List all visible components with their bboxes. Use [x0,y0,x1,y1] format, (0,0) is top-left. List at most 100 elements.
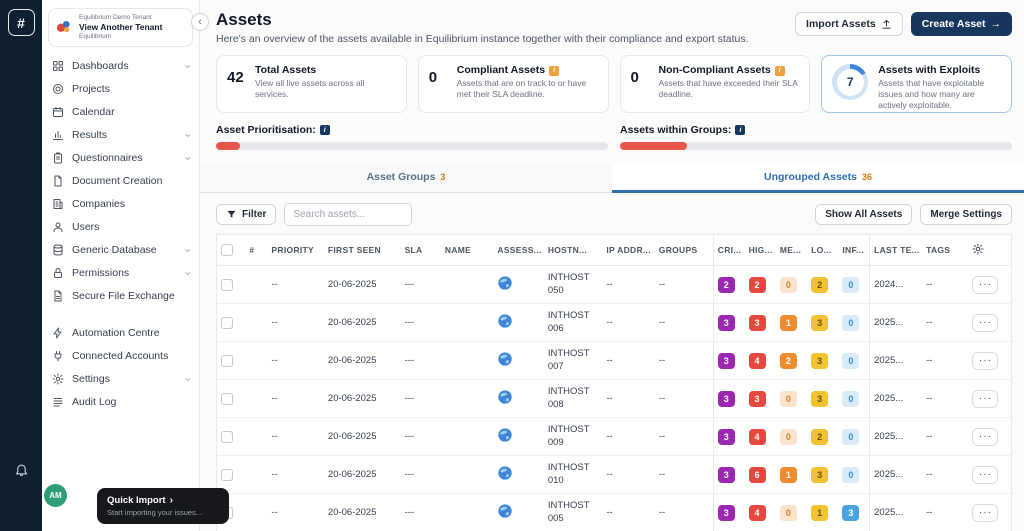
column-header-ip-addr[interactable]: IP ADDR... [602,235,654,266]
sidebar-item-automation-centre[interactable]: Automation Centre [42,322,199,345]
sidebar-item-questionnaires[interactable]: Questionnaires› [42,147,199,170]
column-header-priority[interactable]: PRIORITY [267,235,323,266]
quick-import-popup[interactable]: Quick Import› Start importing your issue… [97,488,229,524]
tab-count: 3 [440,172,445,182]
table-row[interactable]: --20-06-2025---INTHOST 005----340132025.… [217,494,1011,531]
search-input[interactable] [284,203,412,226]
sidebar-item-companies[interactable]: Companies [42,193,199,216]
column-header-first-seen[interactable]: FIRST SEEN [324,235,401,266]
table-settings-gear-icon[interactable] [972,243,984,255]
sidebar-item-generic-database[interactable]: Generic Database› [42,239,199,262]
sidebar-item-connected-accounts[interactable]: Connected Accounts [42,345,199,368]
column-header-name[interactable]: NAME [441,235,493,266]
row-checkbox[interactable] [221,279,233,291]
cell-last-tested: 2025... [870,418,922,456]
table-row[interactable]: --20-06-2025---INTHOST 006----331302025.… [217,304,1011,342]
cell-first-seen: 20-06-2025 [324,494,401,531]
progress-asset-prioritisation: Asset Prioritisation: [216,124,608,150]
import-assets-button[interactable]: Import Assets [795,12,903,36]
column-header-sla[interactable]: SLA [401,235,441,266]
table-row[interactable]: --20-06-2025---INTHOST 009----340202025.… [217,418,1011,456]
column-header-last-te[interactable]: LAST TE... [870,235,922,266]
column-header-hostn[interactable]: HOSTN... [544,235,603,266]
badge-low: 2 [811,429,828,445]
row-checkbox[interactable] [221,469,233,481]
tenant-switcher[interactable]: Equilibrium Demo Tenant View Another Ten… [48,8,193,47]
merge-settings-button[interactable]: Merge Settings [920,204,1012,225]
user-avatar[interactable]: AM [44,484,67,507]
questionnaires-icon [52,152,64,164]
stat-card-assets-with-exploits[interactable]: 7Assets with ExploitsAssets that have ex… [821,55,1012,113]
app-logo[interactable]: # [8,9,35,36]
sidebar-item-calendar[interactable]: Calendar [42,101,199,124]
stat-card-total-assets[interactable]: 42Total AssetsView all live assets acros… [216,55,407,113]
info-icon[interactable] [320,125,330,135]
stat-description: Assets that are on track to or have met … [457,78,598,100]
info-icon[interactable] [775,66,785,76]
cell-number [245,380,267,418]
show-all-assets-button[interactable]: Show All Assets [815,204,912,225]
sidebar-nav: Dashboards›ProjectsCalendarResults›Quest… [42,51,199,414]
cell-first-seen: 20-06-2025 [324,304,401,342]
stat-title: Compliant Assets [457,64,598,76]
cell-first-seen: 20-06-2025 [324,380,401,418]
column-header-assess[interactable]: ASSESS... [493,235,543,266]
info-icon[interactable] [549,66,559,76]
sidebar-item-document-creation[interactable]: Document Creation [42,170,199,193]
tab-asset-groups[interactable]: Asset Groups3 [200,163,612,193]
row-actions-button[interactable]: ··· [972,276,998,294]
stat-value: 0 [429,69,447,86]
column-header-lo[interactable]: LO... [807,235,838,266]
projects-icon [52,83,64,95]
row-actions-button[interactable]: ··· [972,504,998,522]
sidebar-item-audit-log[interactable]: Audit Log [42,391,199,414]
stat-title: Total Assets [255,64,396,76]
cell-sla: --- [401,380,441,418]
sidebar-item-label: Projects [72,83,110,95]
table-row[interactable]: --20-06-2025---INTHOST 010----361302025.… [217,456,1011,494]
create-asset-button[interactable]: Create Asset [911,12,1012,36]
sidebar-item-settings[interactable]: Settings› [42,368,199,391]
column-header-me[interactable]: ME... [776,235,807,266]
quick-import-title: Quick Import [107,495,166,506]
tab-ungrouped-assets[interactable]: Ungrouped Assets36 [612,163,1024,193]
column-header-hig[interactable]: HIG... [745,235,776,266]
table-row[interactable]: --20-06-2025---INTHOST 050----220202024.… [217,266,1011,304]
notifications-bell-icon[interactable] [14,462,29,477]
badge-medium: 1 [780,315,797,331]
row-checkbox[interactable] [221,431,233,443]
row-checkbox[interactable] [221,355,233,367]
cell-ip-address: -- [602,456,654,494]
stat-card-compliant-assets[interactable]: 0 Compliant Assets Assets that are on trac… [418,55,609,113]
row-checkbox[interactable] [221,317,233,329]
column-header-cri[interactable]: CRI... [713,235,744,266]
info-icon[interactable] [735,125,745,135]
cell-last-tested: 2025... [870,456,922,494]
column-header-inf[interactable]: INF... [838,235,869,266]
sidebar-collapse-button[interactable]: ‹ [191,13,209,31]
stat-card-non-compliant-assets[interactable]: 0Non-Compliant AssetsAssets that have ex… [620,55,811,113]
sidebar-item-permissions[interactable]: Permissions› [42,262,199,285]
sidebar-item-dashboards[interactable]: Dashboards› [42,55,199,78]
sidebar-item-label: Questionnaires [72,152,143,164]
row-actions-button[interactable]: ··· [972,466,998,484]
column-header-tags[interactable]: TAGS [922,235,968,266]
sidebar-item-projects[interactable]: Projects [42,78,199,101]
sidebar-item-label: Calendar [72,106,115,118]
table-row[interactable]: --20-06-2025---INTHOST 007----342302025.… [217,342,1011,380]
column-header-hash[interactable]: # [245,235,267,266]
sidebar-item-secure-file-exchange[interactable]: Secure File Exchange [42,285,199,308]
row-actions-button[interactable]: ··· [972,428,998,446]
progress-track[interactable] [620,142,1012,150]
select-all-checkbox[interactable] [221,244,233,256]
progress-track[interactable] [216,142,608,150]
sidebar-item-users[interactable]: Users [42,216,199,239]
row-actions-button[interactable]: ··· [972,314,998,332]
row-actions-button[interactable]: ··· [972,352,998,370]
sidebar-item-results[interactable]: Results› [42,124,199,147]
table-row[interactable]: --20-06-2025---INTHOST 008----330302025.… [217,380,1011,418]
row-actions-button[interactable]: ··· [972,390,998,408]
column-header-groups[interactable]: GROUPS [655,235,714,266]
filter-button[interactable]: Filter [216,204,276,225]
row-checkbox[interactable] [221,393,233,405]
